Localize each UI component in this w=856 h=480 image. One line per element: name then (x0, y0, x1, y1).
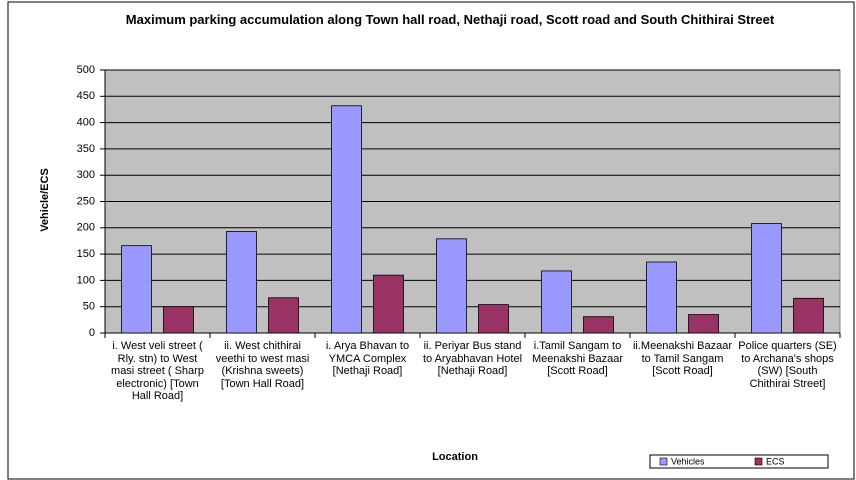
chart-title: Maximum parking accumulation along Town … (125, 12, 775, 27)
y-tick-label: 500 (77, 64, 95, 76)
y-axis-label: Vehicle/ECS (39, 168, 51, 232)
bar (331, 105, 362, 334)
x-tick-label: ii.Meenakshi Bazaar to Tamil Sangam [Sco… (632, 340, 733, 377)
y-tick-label: 50 (83, 301, 95, 313)
bar (226, 231, 257, 334)
bar (163, 306, 194, 334)
legend-label: Vehicles (671, 456, 705, 466)
x-tick-label: ii. Periyar Bus stand to Aryabhavan Hote… (422, 340, 523, 377)
legend-box (649, 454, 829, 469)
bar (751, 223, 782, 334)
chart-frame (7, 1, 855, 480)
legend-swatch (754, 457, 763, 466)
bar (688, 314, 719, 334)
y-tick-label: 150 (77, 248, 95, 260)
y-tick-label: 300 (77, 169, 95, 181)
bar (646, 261, 677, 334)
bar (373, 274, 404, 334)
y-tick-label: 250 (77, 195, 95, 207)
x-tick-label: i.Tamil Sangam to Meenakshi Bazaar [Scot… (531, 340, 624, 377)
x-tick-label: i. Arya Bhavan to YMCA Complex [Nethaji … (325, 340, 410, 377)
y-tick-label: 400 (77, 117, 95, 129)
y-tick-label: 200 (77, 222, 95, 234)
bar (478, 304, 509, 334)
x-tick-label: Police quarters (SE) to Archana's shops … (738, 340, 837, 390)
bar (121, 245, 152, 334)
y-tick-label: 450 (77, 90, 95, 102)
x-tick-label: i. West veli street ( Rly. stn) to West … (111, 340, 204, 402)
legend-swatch (659, 457, 668, 466)
bar (268, 297, 299, 334)
x-tick-label: ii. West chithirai veethi to west masi (… (215, 340, 310, 390)
bar (793, 297, 824, 334)
y-tick-label: 0 (89, 327, 95, 339)
y-tick-label: 350 (77, 143, 95, 155)
y-tick-label: 100 (77, 274, 95, 286)
bar (541, 270, 572, 334)
x-axis-label: Location (432, 451, 478, 463)
legend-label: ECS (766, 456, 785, 466)
bar (583, 316, 614, 334)
bar (436, 238, 467, 334)
